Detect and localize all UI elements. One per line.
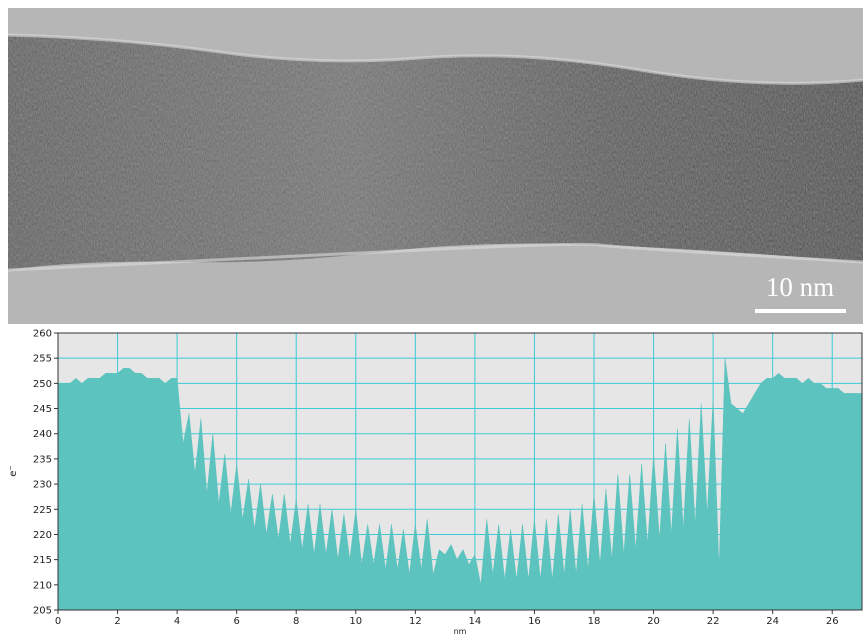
x-tick-label: 0 — [55, 616, 61, 627]
x-tick-label: 6 — [233, 616, 239, 627]
area — [57, 358, 863, 611]
y-tick-label: 210 — [33, 580, 52, 591]
tem-image: 10 nm — [7, 8, 864, 324]
x-tick-label: 18 — [588, 616, 601, 627]
y-tick-label: 235 — [33, 454, 52, 465]
plot-frame — [57, 332, 863, 611]
y-tick-label: 240 — [33, 429, 52, 440]
x-tick-label: 4 — [174, 616, 180, 627]
x-tick-label: 14 — [469, 616, 482, 627]
y-tick-label: 255 — [33, 354, 52, 365]
y-tick-label: 205 — [33, 606, 52, 617]
y-tick-label: 250 — [33, 379, 52, 390]
texture — [8, 8, 863, 324]
x-tick-label: 22 — [707, 616, 720, 627]
chart: e⁻ nm 2052102152202252302352402452502552… — [8, 329, 863, 636]
x-tick-label: 2 — [114, 616, 120, 627]
y-tick-label: 220 — [33, 530, 52, 541]
x-tick-label: 16 — [528, 616, 541, 627]
x-tick-label: 8 — [293, 616, 299, 627]
x-tick-label: 24 — [766, 616, 779, 627]
x-tick-label: 10 — [349, 616, 362, 627]
x-tick-label: 20 — [647, 616, 660, 627]
x-axis-label: nm — [454, 627, 467, 636]
y-tick-label: 230 — [33, 480, 52, 491]
y-axis-label: e⁻ — [8, 465, 19, 476]
y-tick-label: 260 — [33, 329, 52, 340]
x-tick-label: 26 — [826, 616, 839, 627]
scale-bar-label: 10 nm — [766, 272, 834, 302]
x-tick-label: 12 — [409, 616, 422, 627]
y-tick-label: 225 — [33, 505, 52, 516]
y-tick-label: 215 — [33, 555, 52, 566]
y-tick-label: 245 — [33, 404, 52, 415]
